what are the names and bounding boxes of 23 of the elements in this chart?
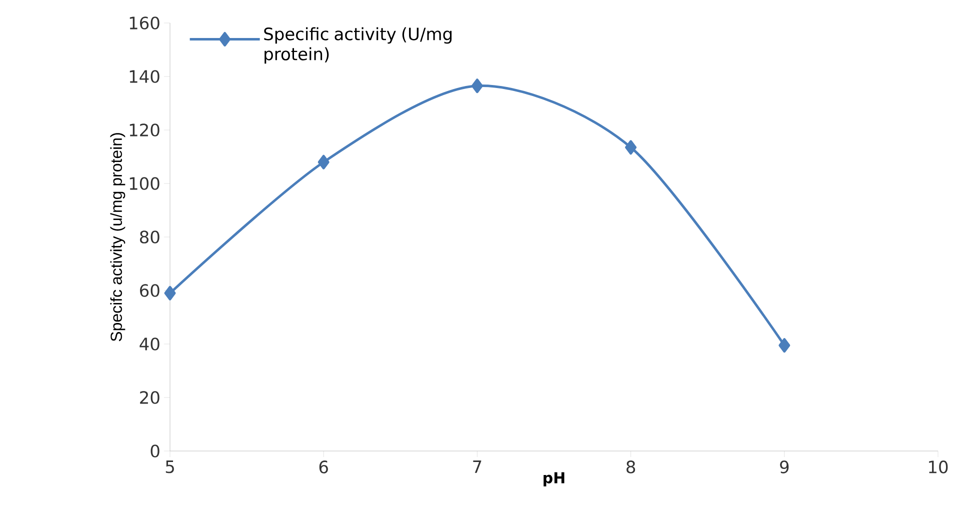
point	[471, 78, 483, 94]
point	[778, 338, 790, 353]
x-tick-label: 10	[929, 460, 948, 474]
x-tick-label: 8	[626, 460, 636, 474]
y-axis-title: Specifc activity (u/mg protein)	[110, 133, 126, 342]
legend-label: Specific activity (U/mg protein)	[264, 27, 452, 64]
point	[164, 286, 176, 300]
y-tick-label: 80	[140, 230, 160, 244]
y-tick-label: 160	[130, 16, 160, 30]
x-axis-title: pH	[544, 472, 564, 486]
y-tick-label: 40	[140, 338, 160, 350]
point	[318, 154, 330, 170]
x-tick-label: 9	[780, 460, 789, 474]
y-tick-label: 60	[140, 284, 160, 297]
y-tick-label: 120	[130, 124, 160, 136]
y-tick-label: 140	[130, 70, 160, 83]
point	[625, 140, 637, 155]
y-tick-label: 0	[150, 444, 160, 458]
x-tick-label: 7	[473, 460, 482, 473]
x-tick-label: 6	[319, 460, 328, 474]
y-tick-label: 20	[140, 391, 160, 404]
x-tick-label: 5	[166, 460, 174, 474]
y-tick-label: 100	[130, 177, 160, 190]
